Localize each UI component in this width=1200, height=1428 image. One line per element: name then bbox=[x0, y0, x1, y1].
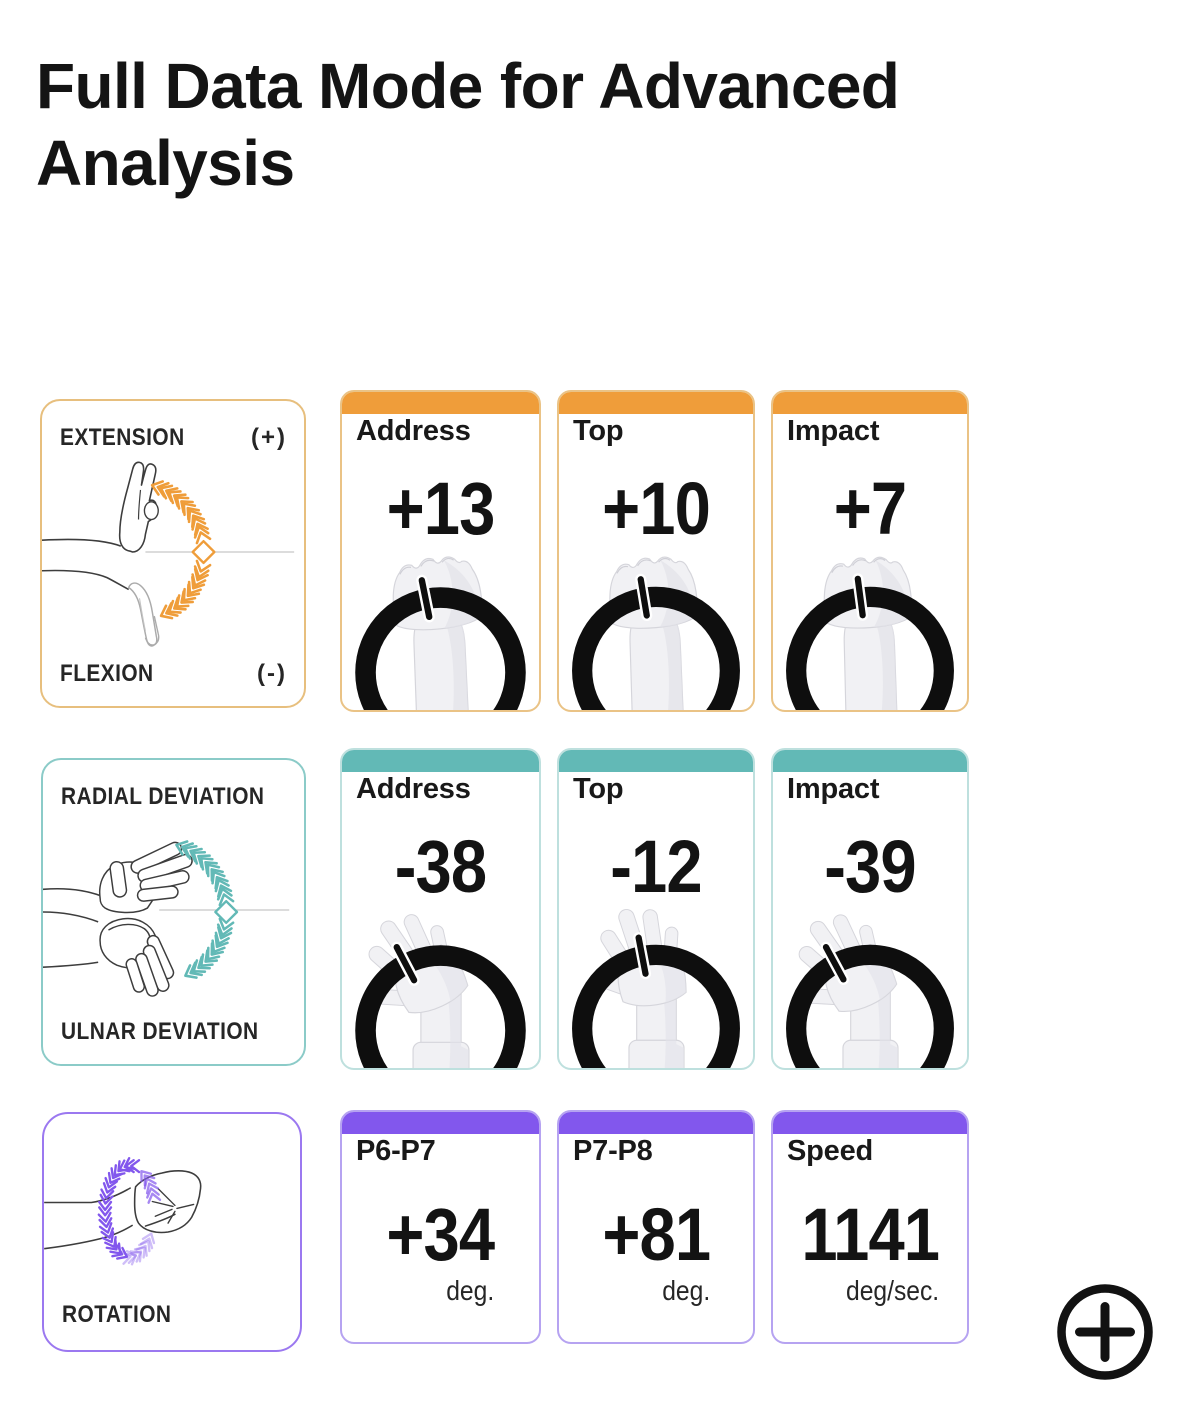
metric-card-extension-top[interactable]: Top +10 bbox=[557, 390, 755, 712]
radial-ulnar-deviation-hand-diagram bbox=[43, 840, 290, 997]
card-label: Address bbox=[356, 415, 471, 447]
metric-card-rotation-p7p8[interactable]: P7-P8 +81 deg. bbox=[557, 1110, 755, 1344]
card-label: Top bbox=[573, 415, 624, 447]
card-value: +10 bbox=[602, 467, 711, 550]
legend-sign-plus: (+) bbox=[251, 424, 287, 451]
rotation-fist-diagram bbox=[44, 1157, 202, 1266]
card-accent-band bbox=[342, 750, 539, 772]
card-value: +81 bbox=[602, 1193, 711, 1276]
card-label: Impact bbox=[787, 773, 880, 805]
metric-card-rotation-p6p7[interactable]: P6-P7 +34 deg. bbox=[340, 1110, 541, 1344]
metric-card-extension-address[interactable]: Address +13 bbox=[340, 390, 541, 712]
card-value: -12 bbox=[610, 825, 702, 908]
metric-card-extension-impact[interactable]: Impact +7 bbox=[771, 390, 969, 712]
flexion-extension-hand-diagram bbox=[42, 461, 295, 647]
card-unit: deg/sec. bbox=[845, 1275, 939, 1306]
card-label: Address bbox=[356, 773, 471, 805]
card-accent-band bbox=[559, 750, 753, 772]
add-button[interactable] bbox=[1057, 1284, 1153, 1380]
card-accent-band bbox=[773, 392, 967, 414]
metric-card-rotation-speed[interactable]: Speed 1141 deg/sec. bbox=[771, 1110, 969, 1344]
card-unit: deg. bbox=[661, 1275, 710, 1306]
card-value: 1141 bbox=[801, 1193, 940, 1276]
card-label: Impact bbox=[787, 415, 880, 447]
plus-icon bbox=[1057, 1284, 1153, 1380]
wrist-gauge bbox=[786, 556, 954, 710]
card-accent-band bbox=[773, 750, 967, 772]
card-accent-band bbox=[773, 1112, 967, 1134]
card-label: P7-P8 bbox=[573, 1135, 653, 1167]
legend-card-radial-ulnar: RADIAL DEVIATION ULNAR DEVIATION bbox=[41, 758, 306, 1066]
card-accent-band bbox=[559, 1112, 753, 1134]
metric-card-deviation-top[interactable]: Top -12 bbox=[557, 748, 755, 1070]
metric-card-deviation-address[interactable]: Address -38 bbox=[340, 748, 541, 1070]
legend-label-flexion: FLEXION bbox=[60, 660, 154, 687]
card-accent-band bbox=[342, 1112, 539, 1134]
wrist-gauge bbox=[572, 556, 740, 710]
card-label: P6-P7 bbox=[356, 1135, 436, 1167]
card-unit: deg. bbox=[446, 1275, 495, 1306]
legend-label-extension: EXTENSION bbox=[60, 424, 185, 451]
wrist-gauge bbox=[786, 914, 954, 1068]
legend-label-radial-deviation: RADIAL DEVIATION bbox=[61, 783, 265, 810]
legend-card-rotation: ROTATION bbox=[42, 1112, 302, 1352]
card-value: -39 bbox=[824, 825, 916, 908]
card-accent-band bbox=[559, 392, 753, 414]
metric-card-deviation-impact[interactable]: Impact -39 bbox=[771, 748, 969, 1070]
card-value: +13 bbox=[386, 467, 496, 550]
wrist-gauge bbox=[355, 556, 526, 710]
card-label: Top bbox=[573, 773, 624, 805]
card-value: +7 bbox=[833, 467, 907, 550]
card-accent-band bbox=[342, 392, 539, 414]
page-title: Full Data Mode for Advanced Analysis bbox=[36, 50, 900, 199]
legend-label-rotation: ROTATION bbox=[62, 1301, 172, 1328]
card-value: -38 bbox=[394, 825, 487, 908]
legend-label-ulnar-deviation: ULNAR DEVIATION bbox=[61, 1018, 259, 1045]
wrist-gauge bbox=[355, 914, 526, 1068]
card-label: Speed bbox=[787, 1135, 874, 1167]
legend-sign-minus: (-) bbox=[257, 660, 287, 687]
legend-card-extension-flexion: EXTENSION (+) FLEXION (-) bbox=[40, 399, 306, 708]
card-value: +34 bbox=[386, 1193, 496, 1276]
wrist-gauge bbox=[572, 908, 740, 1068]
